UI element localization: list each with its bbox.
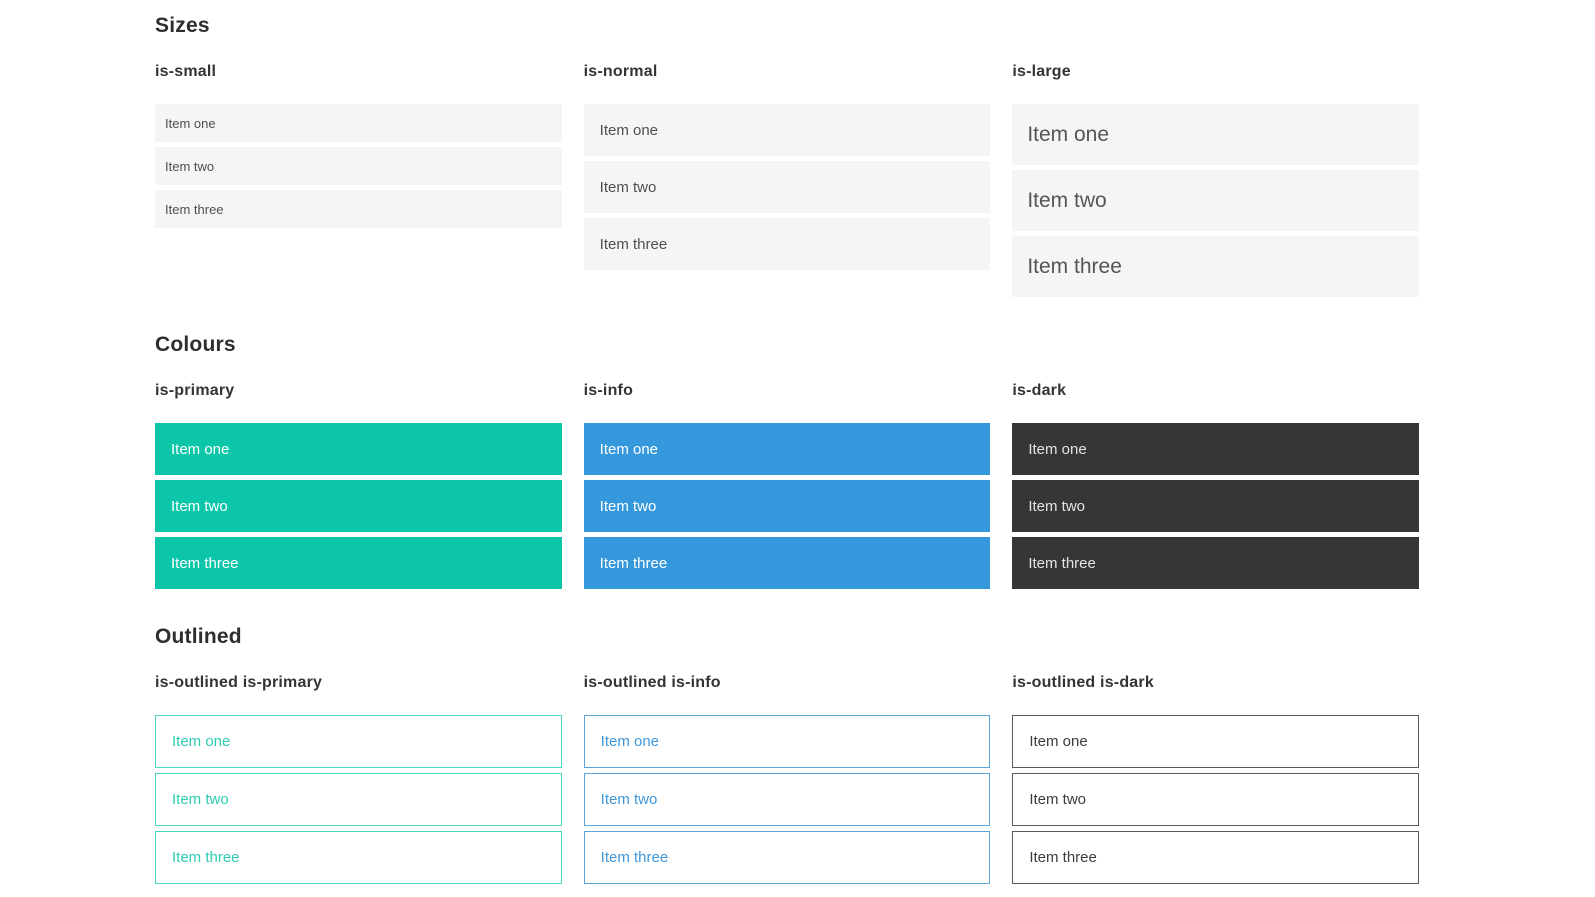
item-list-is-large: Item one Item two Item three	[1012, 104, 1419, 297]
item-list-is-outlined-is-info: Item one Item two Item three	[583, 715, 991, 884]
list-item[interactable]: Item three	[1012, 236, 1419, 297]
list-item[interactable]: Item three	[583, 831, 991, 884]
item-list-is-dark: Item one Item two Item three	[1012, 423, 1419, 589]
variant-label-is-outlined-is-primary: is-outlined is-primary	[155, 674, 323, 691]
list-item[interactable]: Item two	[1012, 480, 1419, 532]
list-item[interactable]: Item two	[1012, 773, 1419, 826]
list-item[interactable]: Item two	[583, 161, 991, 213]
section-title-colours: Colours	[155, 333, 236, 356]
list-item[interactable]: Item one	[155, 715, 562, 768]
item-list-is-info: Item one Item two Item three	[583, 423, 991, 589]
variant-label-is-primary: is-primary	[155, 382, 235, 399]
item-list-is-outlined-is-primary: Item one Item two Item three	[155, 715, 562, 884]
column-is-outlined-is-primary: is-outlined is-primary Item one Item two…	[155, 674, 562, 889]
section-title-sizes: Sizes	[155, 14, 210, 37]
list-item[interactable]: Item one	[583, 423, 991, 475]
variant-label-is-small: is-small	[155, 63, 217, 80]
list-item[interactable]: Item three	[155, 537, 562, 589]
list-item[interactable]: Item one	[155, 104, 562, 142]
list-item[interactable]: Item one	[583, 104, 991, 156]
variant-label-is-large: is-large	[1012, 63, 1071, 80]
list-item[interactable]: Item three	[1012, 537, 1419, 589]
section-title-outlined: Outlined	[155, 625, 242, 648]
list-item[interactable]: Item two	[1012, 170, 1419, 231]
variant-label-is-normal: is-normal	[583, 63, 658, 80]
column-is-large: is-large Item one Item two Item three	[1012, 63, 1419, 302]
item-list-is-small: Item one Item two Item three	[155, 104, 562, 228]
item-list-is-outlined-is-dark: Item one Item two Item three	[1012, 715, 1419, 884]
list-item[interactable]: Item two	[155, 480, 562, 532]
column-is-outlined-is-info: is-outlined is-info Item one Item two It…	[583, 674, 991, 889]
outlined-grid: is-outlined is-primary Item one Item two…	[155, 674, 1419, 889]
variant-label-is-outlined-is-dark: is-outlined is-dark	[1012, 674, 1154, 691]
column-is-small: is-small Item one Item two Item three	[155, 63, 562, 302]
item-list-is-primary: Item one Item two Item three	[155, 423, 562, 589]
list-item[interactable]: Item two	[155, 147, 562, 185]
variant-label-is-outlined-is-info: is-outlined is-info	[583, 674, 721, 691]
list-item[interactable]: Item three	[155, 190, 562, 228]
variant-label-is-info: is-info	[583, 382, 634, 399]
column-is-dark: is-dark Item one Item two Item three	[1012, 382, 1419, 594]
list-item[interactable]: Item three	[1012, 831, 1419, 884]
list-item[interactable]: Item two	[583, 773, 991, 826]
sizes-grid: is-small Item one Item two Item three is…	[155, 63, 1419, 302]
list-item[interactable]: Item one	[1012, 104, 1419, 165]
colours-grid: is-primary Item one Item two Item three …	[155, 382, 1419, 594]
list-item[interactable]: Item one	[155, 423, 562, 475]
list-item[interactable]: Item three	[155, 831, 562, 884]
list-item[interactable]: Item two	[583, 480, 991, 532]
item-list-is-normal: Item one Item two Item three	[583, 104, 991, 270]
list-item[interactable]: Item one	[583, 715, 991, 768]
column-is-outlined-is-dark: is-outlined is-dark Item one Item two It…	[1012, 674, 1419, 889]
list-item[interactable]: Item one	[1012, 423, 1419, 475]
section-outlined: Outlined is-outlined is-primary Item one…	[155, 626, 1419, 889]
section-colours: Colours is-primary Item one Item two Ite…	[155, 334, 1419, 594]
list-item[interactable]: Item three	[583, 537, 991, 589]
section-sizes: Sizes is-small Item one Item two Item th…	[155, 15, 1419, 302]
list-item[interactable]: Item three	[583, 218, 991, 270]
column-is-info: is-info Item one Item two Item three	[583, 382, 991, 594]
column-is-primary: is-primary Item one Item two Item three	[155, 382, 562, 594]
list-item[interactable]: Item one	[1012, 715, 1419, 768]
variant-label-is-dark: is-dark	[1012, 382, 1067, 399]
column-is-normal: is-normal Item one Item two Item three	[583, 63, 991, 302]
list-item[interactable]: Item two	[155, 773, 562, 826]
